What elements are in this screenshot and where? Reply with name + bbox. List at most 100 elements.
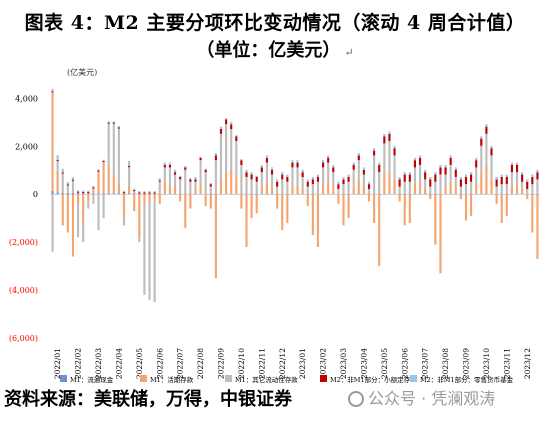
bar-segment-3 (153, 199, 156, 303)
bar-segment-4 (464, 176, 468, 185)
bar-segment-5 (148, 191, 151, 193)
x-tick-label: 2023/10 (482, 348, 491, 379)
bar-segment-2 (388, 172, 391, 194)
bar-segment-5 (117, 126, 120, 128)
bar-segment-4 (449, 157, 452, 165)
bar-segment-3 (327, 162, 330, 182)
bar-segment-3 (168, 167, 172, 185)
bar-segment-3 (189, 181, 192, 194)
bar-segment-2 (362, 186, 365, 194)
bar-segment-5 (214, 153, 217, 156)
bar-segment-4 (255, 176, 258, 182)
bar-segment-4 (235, 136, 238, 142)
bar-segment-3 (240, 164, 243, 194)
bar-segment-2 (316, 194, 320, 247)
bar-segment-5 (408, 172, 411, 175)
bar-segment-5 (316, 174, 320, 177)
bar-segment-1 (122, 193, 126, 195)
bar-segment-2 (214, 194, 217, 279)
bar-segment-3 (434, 181, 437, 194)
bar-segment-5 (265, 155, 268, 158)
bar-segment-3 (531, 184, 534, 194)
bar-segment-3 (413, 167, 417, 185)
bar-segment-4 (173, 172, 177, 175)
bar-segment-2 (526, 194, 529, 200)
bar-series (51, 88, 539, 303)
bar-segment-4 (337, 184, 340, 189)
bar-segment-4 (357, 155, 360, 161)
bar-segment-5 (480, 136, 483, 139)
x-tick-label: 2023/06 (400, 348, 409, 379)
bar-segment-2 (459, 194, 462, 200)
bar-segment-4 (367, 184, 371, 189)
bar-segment-2 (531, 194, 534, 233)
bar-segment-4 (168, 164, 172, 168)
bar-segment-5 (403, 172, 406, 175)
bar-segment-5 (128, 161, 131, 166)
bar-segment-3 (490, 155, 493, 180)
bar-segment-4 (291, 162, 294, 168)
paragraph-mark: ↵ (344, 46, 354, 59)
bar-segment-5 (66, 182, 69, 185)
bar-segment-5 (163, 162, 166, 165)
bar-segment-3 (393, 155, 396, 180)
bar-segment-1 (66, 192, 69, 195)
y-tick-label: 4,000 (15, 94, 38, 103)
bar-segment-3 (521, 181, 524, 189)
bar-segment-5 (286, 174, 289, 177)
bar-segment-2 (61, 194, 64, 226)
bar-segment-5 (393, 145, 396, 149)
bar-segment-2 (485, 164, 488, 194)
bar-segment-5 (291, 160, 294, 163)
bar-segment-1 (51, 190, 54, 195)
bar-segment-1 (87, 193, 90, 195)
y-tick-label: (6,000) (9, 334, 38, 343)
bar-segment-5 (97, 169, 100, 171)
bar-segment-2 (403, 194, 406, 226)
bar-segment-2 (495, 194, 498, 204)
bar-segment-4 (413, 160, 417, 168)
source-note: 资料来源：美联储，万得，中银证券 (4, 389, 292, 410)
bar-segment-1 (61, 192, 64, 195)
bar-segment-3 (362, 174, 365, 187)
bar-segment-2 (230, 169, 233, 194)
bar-segment-2 (260, 186, 263, 194)
bar-segment-5 (429, 176, 432, 180)
watermark-text: 公众号 · 凭澜观涛 (368, 389, 496, 408)
y-axis: (6,000) (4,000) (2,000) 0 2,000 4,000 (9, 94, 38, 343)
bar-segment-2 (373, 194, 376, 223)
bar-segment-4 (153, 192, 156, 194)
legend-swatch (140, 375, 147, 382)
bar-segment-4 (475, 160, 478, 168)
legend-swatch (225, 375, 232, 382)
bar-segment-2 (306, 194, 309, 207)
bar-segment-5 (122, 190, 126, 193)
x-tick-label: 2023/01 (298, 348, 307, 379)
bar-segment-3 (398, 186, 401, 194)
bar-segment-1 (56, 192, 59, 195)
bar-segment-3 (265, 162, 268, 182)
bar-segment-2 (194, 188, 197, 194)
bar-segment-2 (179, 194, 182, 202)
bar-segment-3 (235, 141, 238, 177)
bar-segment-3 (87, 201, 90, 209)
bar-segment-5 (398, 176, 401, 180)
bar-segment-4 (92, 187, 95, 189)
bar-segment-5 (235, 135, 238, 137)
bar-segment-4 (531, 176, 534, 185)
bar-segment-4 (301, 172, 304, 177)
bar-segment-5 (515, 162, 519, 165)
bar-segment-5 (230, 121, 233, 125)
bar-segment-3 (347, 181, 350, 194)
bar-segment-3 (250, 179, 253, 194)
bar-segment-5 (510, 162, 513, 165)
bar-segment-2 (480, 172, 483, 194)
bar-segment-2 (367, 194, 371, 202)
bar-segment-2 (102, 162, 105, 194)
bar-segment-3 (459, 186, 462, 194)
bar-segment-3 (219, 133, 223, 180)
bar-segment-5 (378, 162, 381, 165)
bar-segment-5 (179, 175, 182, 177)
bar-segment-3 (276, 186, 279, 194)
bar-segment-3 (311, 184, 314, 194)
